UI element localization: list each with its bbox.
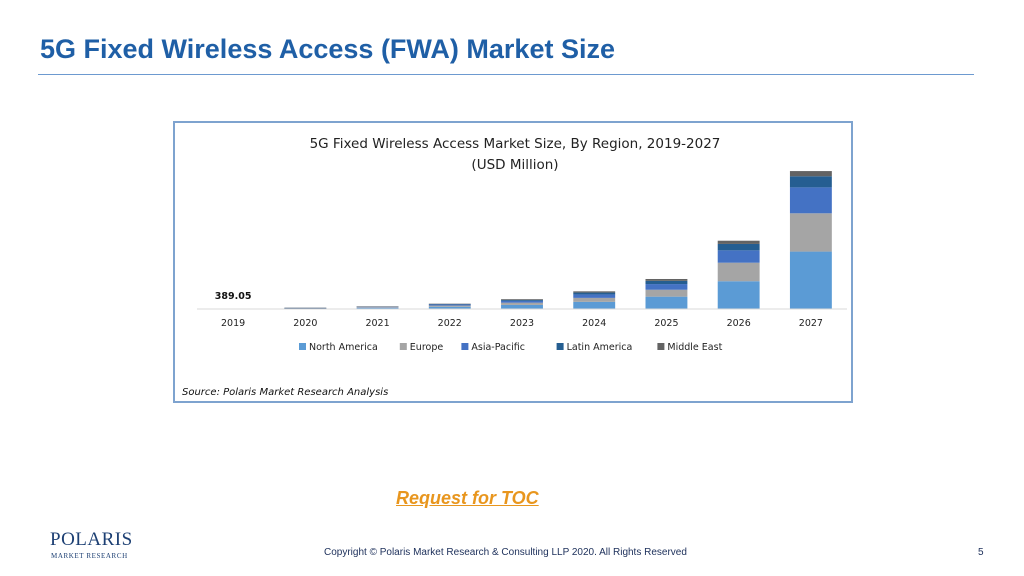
x-tick-2025: 2025 [654,318,678,329]
bar-2024-middle-east [573,291,616,293]
bar-2027-middle-east [789,171,832,177]
copyright-text: Copyright © Polaris Market Research & Co… [324,547,687,558]
logo-subtitle: MARKET RESEARCH [51,552,128,560]
bar-2024-north-america [573,301,616,309]
x-tick-2022: 2022 [438,318,462,329]
data-labels: 389.05 [215,291,252,302]
title-divider [38,74,974,75]
legend-swatch-europe [399,343,407,350]
bar-2025-europe [645,289,688,297]
bar-2024-latin-america [573,292,616,295]
chart-title: 5G Fixed Wireless Access Market Size, By… [310,136,721,152]
stacked-bar-chart: 5G Fixed Wireless Access Market Size, By… [182,136,847,398]
x-tick-2027: 2027 [799,318,823,329]
bar-2024-asia-pacific [573,294,616,298]
x-tick-2023: 2023 [510,318,534,329]
x-tick-2019: 2019 [221,318,245,329]
bars-layer [212,171,832,310]
bar-2027-north-america [789,251,832,309]
bar-2025-latin-america [645,280,688,285]
legend-swatch-north-america [299,343,306,350]
bar-2022-asia-pacific [428,304,471,306]
x-tick-2021: 2021 [365,318,389,329]
bar-2025-north-america [645,296,688,309]
bar-2027-asia-pacific [789,187,832,214]
bar-2023-asia-pacific [501,300,543,303]
legend-label-middle-east: Middle East [667,342,722,353]
bar-2026-latin-america [717,243,760,251]
bar-2025-asia-pacific [645,284,688,290]
bar-2021-north-america [356,307,399,309]
x-tick-2026: 2026 [727,318,751,329]
bar-2021-europe [356,307,399,308]
bar-2022-north-america [428,306,471,309]
chart-legend: North America Europe Asia-Pacific Latin Ame… [299,342,723,353]
bar-2023-middle-east [501,299,543,300]
bar-2026-asia-pacific [717,250,760,263]
legend-swatch-asia-pacific [461,343,469,350]
bar-2022-europe [428,305,471,307]
chart-subtitle: (USD Million) [471,157,558,173]
page-number: 5 [978,547,984,558]
chart-source: Source: Polaris Market Research Analysis [182,387,388,398]
legend-label-latin-america: Latin America [567,342,633,353]
slide-title: 5G Fixed Wireless Access (FWA) Market Si… [40,34,615,64]
bar-2026-europe [717,262,760,282]
bar-2025-middle-east [645,278,688,281]
legend-label-north-america: North America [309,342,378,353]
legend-label-europe: Europe [410,342,444,353]
legend-swatch-middle-east [657,343,665,350]
polaris-logo: POLARIS MARKET RESEARCH [50,529,133,562]
logo-wordmark: POLARIS [50,529,133,550]
bar-2024-europe [573,297,616,302]
data-label-2019: 389.05 [215,291,252,302]
x-axis-ticks: 2019 2020 2021 2022 2023 2024 2025 2026 2027 [221,318,823,329]
request-toc-link[interactable]: Request for TOC [396,488,539,508]
bar-2023-latin-america [501,299,543,301]
bar-2026-north-america [717,281,760,309]
chart-panel: 5G Fixed Wireless Access Market Size, By… [173,121,853,403]
legend-label-asia-pacific: Asia-Pacific [471,342,525,353]
legend-swatch-latin-america [556,343,564,350]
bar-2026-middle-east [717,240,760,244]
bar-2027-latin-america [789,176,832,188]
x-tick-2020: 2020 [293,318,317,329]
bar-2023-europe [501,302,543,305]
bar-2027-europe [789,213,832,252]
bar-2023-north-america [501,304,543,309]
x-tick-2024: 2024 [582,318,606,329]
